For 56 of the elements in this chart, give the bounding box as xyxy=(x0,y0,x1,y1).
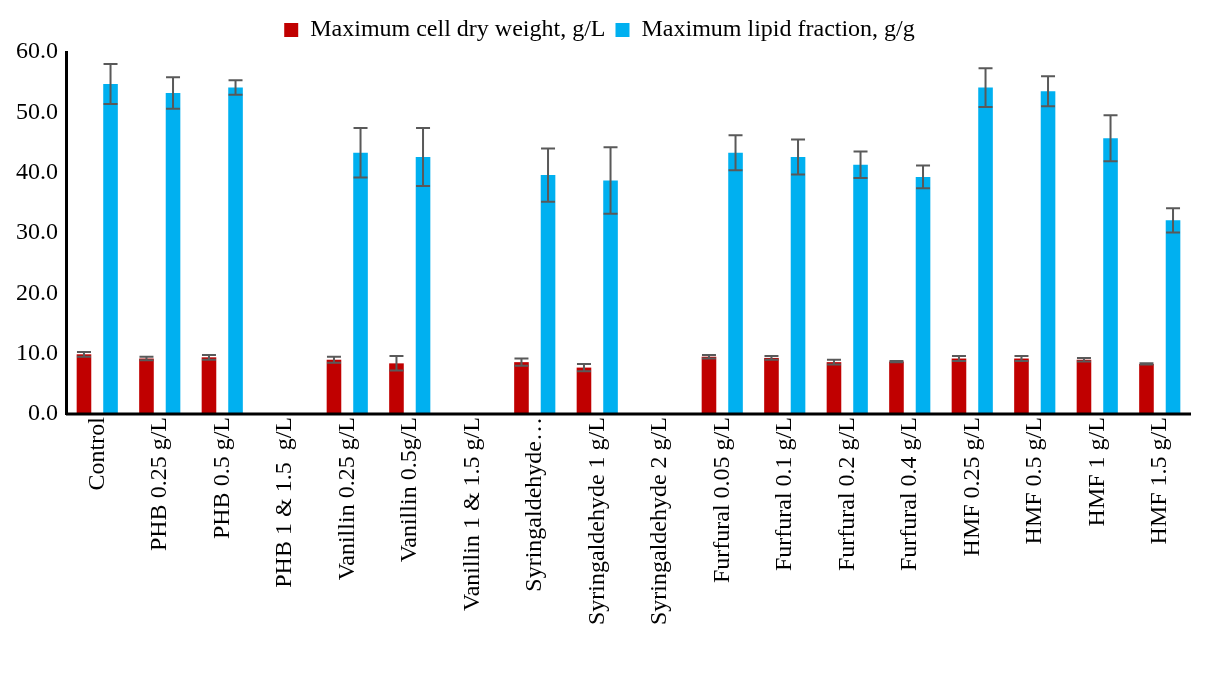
bar xyxy=(326,359,342,415)
bar xyxy=(103,83,118,415)
bar xyxy=(389,363,404,415)
x-tick-label: HMF 0.25 g/L xyxy=(957,417,984,557)
bar xyxy=(1014,358,1029,415)
x-tick-label: PHB 0.5 g/L xyxy=(207,417,234,540)
bar xyxy=(76,354,92,415)
x-tick-label: Furfural 0.1 g/L xyxy=(770,417,797,572)
y-tick-label: 30.0 xyxy=(16,218,58,245)
bar xyxy=(826,362,842,415)
bar xyxy=(978,87,993,415)
bar xyxy=(165,93,181,415)
y-tick-label: 50.0 xyxy=(16,97,58,124)
bar xyxy=(1076,359,1092,415)
bar xyxy=(728,152,743,415)
x-tick-label: Vanillin 1 & 1.5 g/L xyxy=(457,417,484,612)
x-tick-label: Vanillin 0.25 g/L xyxy=(332,417,359,581)
x-tick-label: PHB 1 & 1.5 g/L xyxy=(270,417,297,588)
y-tick-label: 60.0 xyxy=(16,37,58,64)
x-tick-label: Furfural 0.05 g/L xyxy=(707,417,734,584)
bar xyxy=(415,156,431,415)
bar xyxy=(889,361,904,415)
bar xyxy=(764,357,779,415)
bar xyxy=(540,175,556,415)
bar xyxy=(790,156,806,415)
bar xyxy=(915,176,931,415)
bar xyxy=(951,358,967,415)
bar xyxy=(1103,138,1118,415)
y-tick-label: 10.0 xyxy=(16,339,58,365)
y-tick-label: 0.0 xyxy=(28,399,58,426)
bar xyxy=(603,180,618,415)
x-tick-label: Syringaldehyde… xyxy=(520,417,547,592)
bar xyxy=(514,362,529,415)
bar xyxy=(1165,220,1181,415)
x-tick-label: PHB 0.25 g/L xyxy=(145,417,172,552)
y-tick-label: 40.0 xyxy=(16,157,58,184)
bar xyxy=(228,87,243,415)
bar xyxy=(353,152,368,415)
legend-label: Maximum cell dry weight, g/L xyxy=(310,15,606,42)
x-tick-label: Control xyxy=(82,416,109,491)
x-tick-label: Vanillin 0.5g/L xyxy=(395,417,422,563)
x-tick-label: HMF 1.5 g/L xyxy=(1145,417,1172,545)
legend-label: Maximum lipid fraction, g/g xyxy=(641,15,915,42)
bar xyxy=(1139,363,1154,415)
x-tick-label: Syringaldehyde 2 g/L xyxy=(645,417,672,626)
x-tick-label: Furfural 0.2 g/L xyxy=(832,417,859,572)
bar xyxy=(853,164,868,415)
x-tick-label: Furfural 0.4 g/L xyxy=(895,417,922,572)
x-tick-label: HMF 1 g/L xyxy=(1082,417,1109,527)
x-tick-label: Syringaldehyde 1 g/L xyxy=(582,417,609,626)
x-tick-label: HMF 0.5 g/L xyxy=(1020,417,1047,545)
bar xyxy=(139,358,154,415)
bar xyxy=(1040,91,1056,415)
bar xyxy=(201,357,217,415)
y-tick-label: 20.0 xyxy=(16,278,58,305)
bar xyxy=(701,356,717,415)
